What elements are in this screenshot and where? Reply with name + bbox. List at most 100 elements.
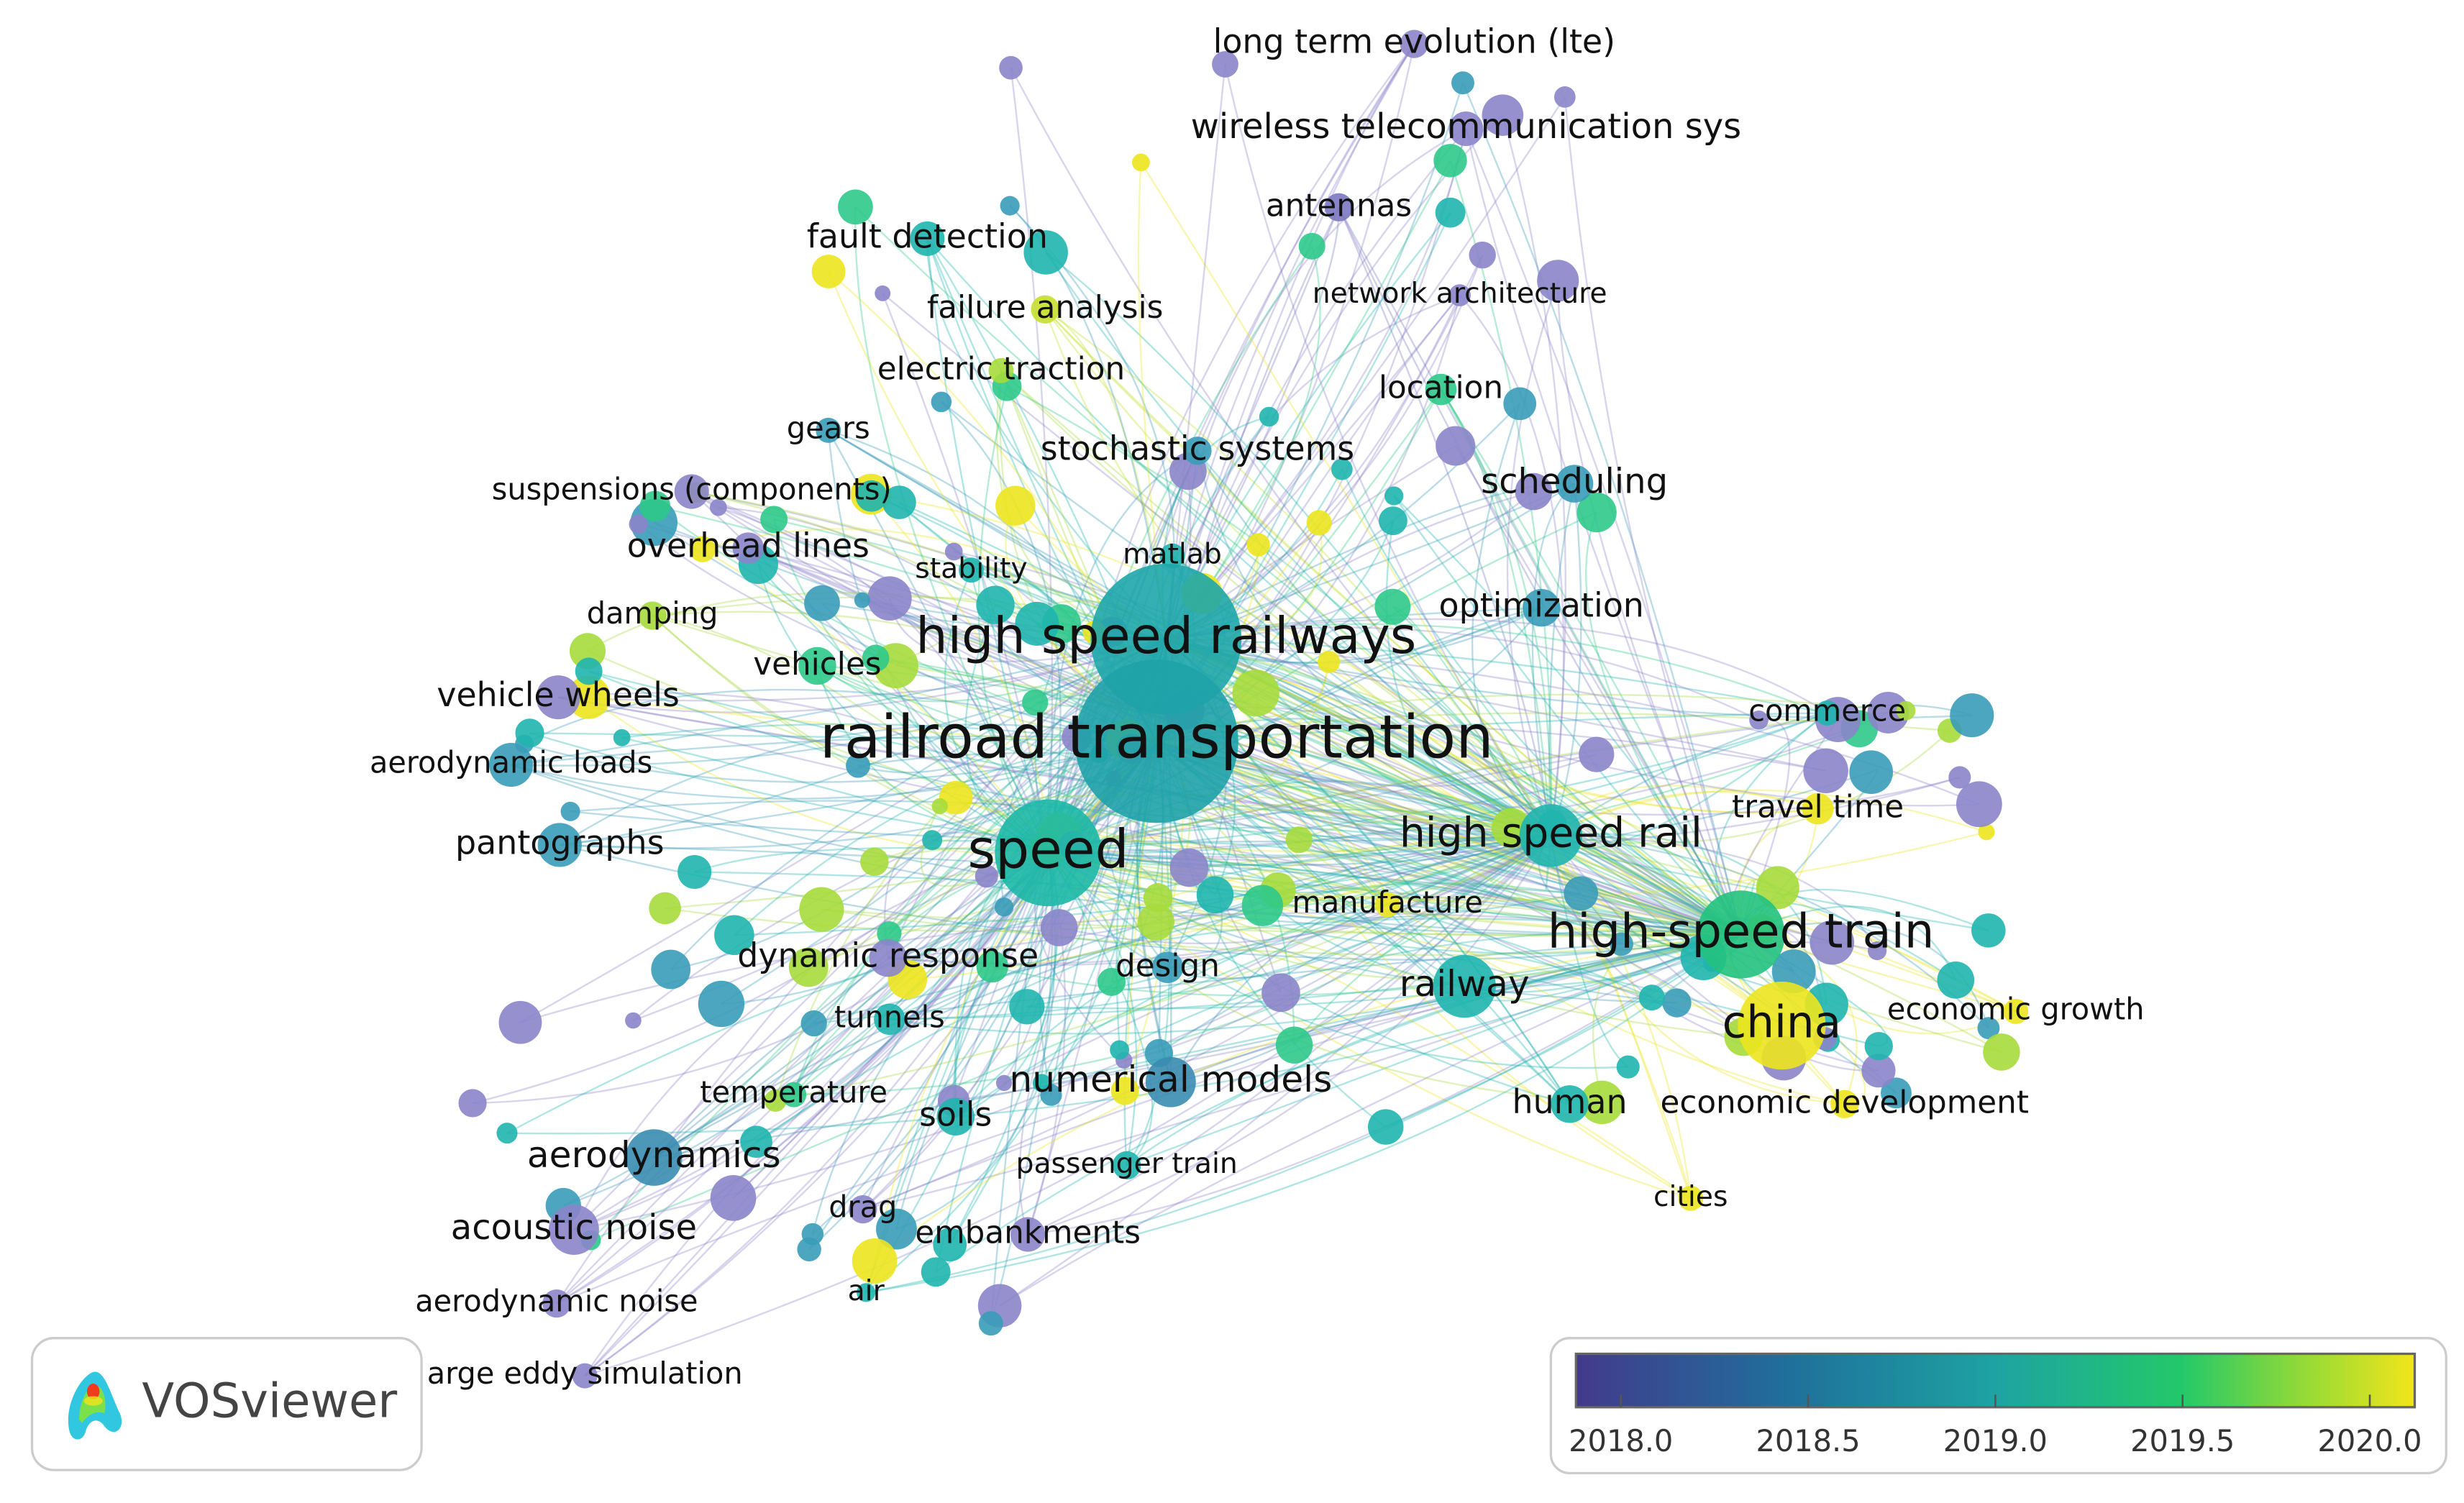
- node: [1978, 823, 1995, 841]
- node: [1378, 506, 1407, 536]
- edge: [1550, 835, 1692, 1199]
- edge: [560, 638, 1167, 846]
- edge: [584, 834, 1552, 1377]
- node: [1861, 1054, 1896, 1088]
- node: [1802, 792, 1834, 825]
- edge: [1167, 834, 1552, 979]
- node: [849, 1194, 877, 1224]
- edge: [1551, 730, 1950, 844]
- edge: [1165, 638, 1979, 807]
- edge: [721, 741, 1158, 1005]
- node: [1610, 932, 1633, 956]
- edge: [1047, 785, 1551, 854]
- edge: [718, 506, 1049, 854]
- node-label: antennas: [1266, 187, 1412, 224]
- node: [1318, 650, 1341, 673]
- edge: [1165, 43, 1415, 640]
- node: [931, 391, 952, 413]
- node: [975, 864, 998, 888]
- edge: [1592, 929, 1741, 1103]
- edge: [1126, 933, 1741, 1166]
- edge: [524, 740, 1157, 783]
- node: [799, 887, 844, 932]
- edge: [941, 401, 1742, 936]
- edge: [873, 740, 1158, 1261]
- node: [788, 947, 829, 987]
- node-label: air: [848, 1275, 885, 1307]
- node: [876, 1208, 917, 1250]
- edge: [1047, 852, 1154, 1166]
- edge: [519, 638, 1167, 1023]
- edge: [1048, 851, 1582, 895]
- edge: [1156, 712, 1950, 742]
- edge: [775, 834, 1551, 1102]
- edge: [1166, 638, 1623, 945]
- node: [549, 1205, 599, 1255]
- edge: [506, 834, 1551, 1134]
- edge: [1165, 638, 1818, 814]
- edge: [755, 834, 1551, 1143]
- edge: [926, 238, 1167, 640]
- node: [1937, 961, 1975, 999]
- edge: [560, 740, 1157, 846]
- edge: [1550, 704, 1973, 836]
- edge: [865, 741, 1158, 1294]
- edge: [1550, 834, 2002, 1053]
- edge: [1224, 64, 1552, 836]
- node-label: speed: [967, 818, 1128, 880]
- edge: [999, 933, 1742, 1307]
- node: [1580, 1080, 1624, 1125]
- node: [995, 799, 1102, 907]
- edge: [1027, 834, 1552, 1235]
- edge: [1156, 920, 1741, 937]
- edge: [653, 521, 1551, 836]
- node: [874, 1003, 905, 1036]
- node: [869, 938, 907, 977]
- edge: [1387, 896, 1741, 936]
- node: [999, 55, 1023, 80]
- tick-label: 2020.0: [2317, 1423, 2422, 1458]
- node: [1815, 700, 1840, 726]
- edge: [1026, 834, 1551, 1008]
- edge: [573, 852, 1049, 1231]
- node-label: electric traction: [877, 350, 1125, 387]
- node: [1519, 804, 1583, 867]
- node: [1867, 941, 1887, 961]
- edge: [1047, 245, 1313, 854]
- edge: [1156, 693, 1907, 742]
- edge: [1137, 162, 1167, 639]
- edge: [1293, 834, 1551, 1046]
- edge: [757, 564, 1049, 854]
- node: [677, 854, 712, 890]
- node-label: economic development: [1660, 1084, 2028, 1120]
- node: [536, 675, 580, 720]
- edge: [1048, 662, 1330, 854]
- edge: [1502, 114, 1566, 836]
- node: [613, 728, 631, 746]
- node: [1448, 111, 1484, 147]
- edge: [573, 852, 1049, 1231]
- edge: [1461, 82, 1742, 935]
- node: [1137, 903, 1174, 941]
- edge: [694, 871, 1741, 936]
- edge: [1262, 882, 1741, 936]
- node: [1324, 193, 1354, 221]
- edge: [1048, 834, 1551, 894]
- node: [1435, 197, 1466, 228]
- edge: [1048, 808, 1551, 854]
- edge: [556, 852, 1049, 1305]
- node: [988, 357, 1014, 383]
- edge: [1550, 835, 1879, 1072]
- edge: [882, 292, 1742, 936]
- edge: [653, 834, 1551, 1159]
- node: [1433, 144, 1467, 178]
- edge: [1000, 370, 1742, 936]
- node-label: vehicle wheels: [437, 675, 680, 714]
- node: [1097, 967, 1126, 997]
- node: [1803, 748, 1848, 794]
- node: [1436, 426, 1476, 466]
- edge: [1044, 309, 1742, 936]
- edge: [926, 238, 1049, 854]
- edge: [1156, 740, 1571, 1105]
- node: [800, 1010, 827, 1037]
